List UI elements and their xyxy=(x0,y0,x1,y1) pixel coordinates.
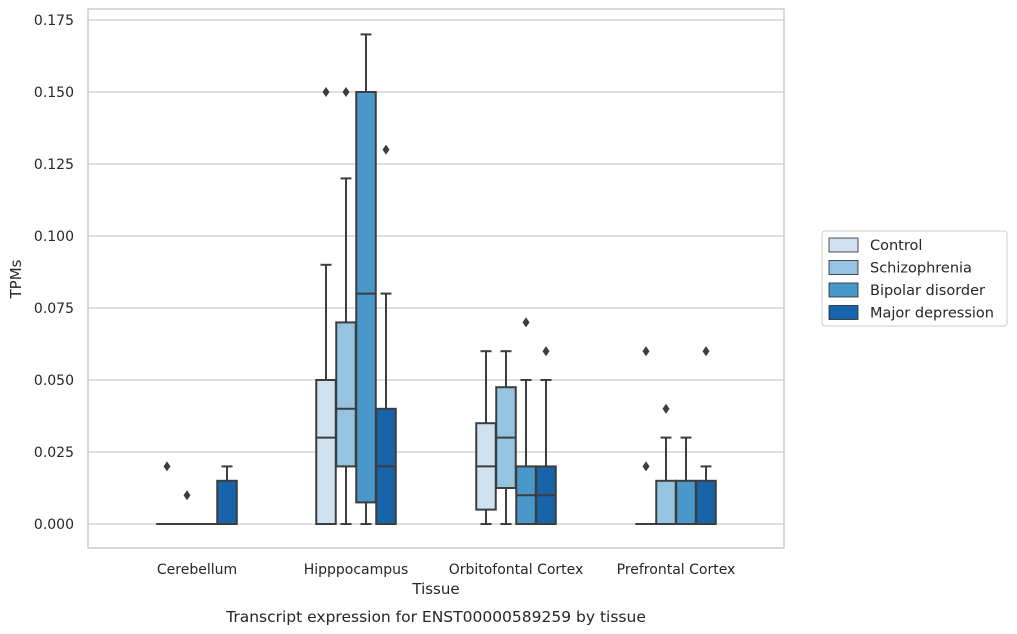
legend-label: Control xyxy=(870,238,922,254)
y-tick-label: 0.175 xyxy=(34,13,74,29)
box xyxy=(315,379,337,525)
box-group xyxy=(535,346,557,525)
y-tick-labels: 0.000 0.025 0.050 0.075 0.100 0.125 0.150 0.175 xyxy=(34,13,74,533)
y-tick-label: 0.150 xyxy=(34,85,74,101)
legend: Control Schizophrenia Bipolar disorder Majo… xyxy=(821,230,1008,327)
box-group xyxy=(375,144,397,525)
box-layer xyxy=(156,33,717,526)
flier-point xyxy=(522,317,530,328)
flier-point xyxy=(163,461,171,472)
flier-point xyxy=(662,403,670,414)
flier-point xyxy=(642,461,650,472)
box-group xyxy=(355,33,377,525)
y-tick-label: 0.075 xyxy=(34,301,74,317)
flier-point xyxy=(642,346,650,357)
flier-point xyxy=(183,490,191,501)
legend-frame xyxy=(821,230,1008,327)
x-tick-label: Cerebellum xyxy=(157,562,237,578)
x-tick-label: Hipppocampus xyxy=(304,562,409,578)
box-group xyxy=(315,87,337,525)
flier-point xyxy=(542,346,550,357)
box xyxy=(335,321,357,468)
legend-swatch xyxy=(828,282,859,298)
box-group xyxy=(635,346,657,526)
flier-point xyxy=(322,87,330,97)
flier-point xyxy=(702,346,710,357)
x-tick-label: Prefrontal Cortex xyxy=(617,562,736,578)
box-group xyxy=(156,461,178,526)
legend-swatch xyxy=(828,305,859,320)
box xyxy=(675,479,697,525)
plot-frame xyxy=(87,8,785,549)
chart-caption: Transcript expression for ENST0000058925… xyxy=(225,608,646,626)
legend-swatch xyxy=(828,237,859,253)
y-tick-label: 0.000 xyxy=(34,517,74,533)
y-tick-label: 0.025 xyxy=(34,445,74,461)
box-group xyxy=(675,436,697,525)
gridlines xyxy=(88,19,784,525)
legend-label: Schizophrenia xyxy=(870,261,972,277)
box xyxy=(355,91,377,504)
box xyxy=(655,479,677,525)
y-tick-label: 0.100 xyxy=(34,229,74,245)
y-axis-title: TPMs xyxy=(7,259,25,299)
legend-label: Major depression xyxy=(870,306,994,322)
legend-label: Bipolar disorder xyxy=(870,283,985,299)
box-group xyxy=(475,350,497,525)
x-tick-label: Orbitofontal Cortex xyxy=(449,562,584,578)
flier-point xyxy=(382,144,390,155)
y-tick-label: 0.125 xyxy=(34,157,74,173)
x-axis-title: Tissue xyxy=(411,580,459,598)
box-group xyxy=(495,350,517,525)
y-tick-label: 0.050 xyxy=(34,373,74,389)
box-group xyxy=(515,317,537,525)
x-tick-labels: Cerebellum Hipppocampus Orbitofontal Corte… xyxy=(157,562,735,578)
legend-swatch xyxy=(828,260,859,275)
box xyxy=(216,479,238,525)
box-group xyxy=(655,403,677,525)
box-group xyxy=(695,346,717,525)
box-group xyxy=(176,490,198,526)
box xyxy=(695,479,717,525)
box-group xyxy=(216,465,238,525)
box-group xyxy=(335,87,357,525)
flier-point xyxy=(342,87,350,97)
